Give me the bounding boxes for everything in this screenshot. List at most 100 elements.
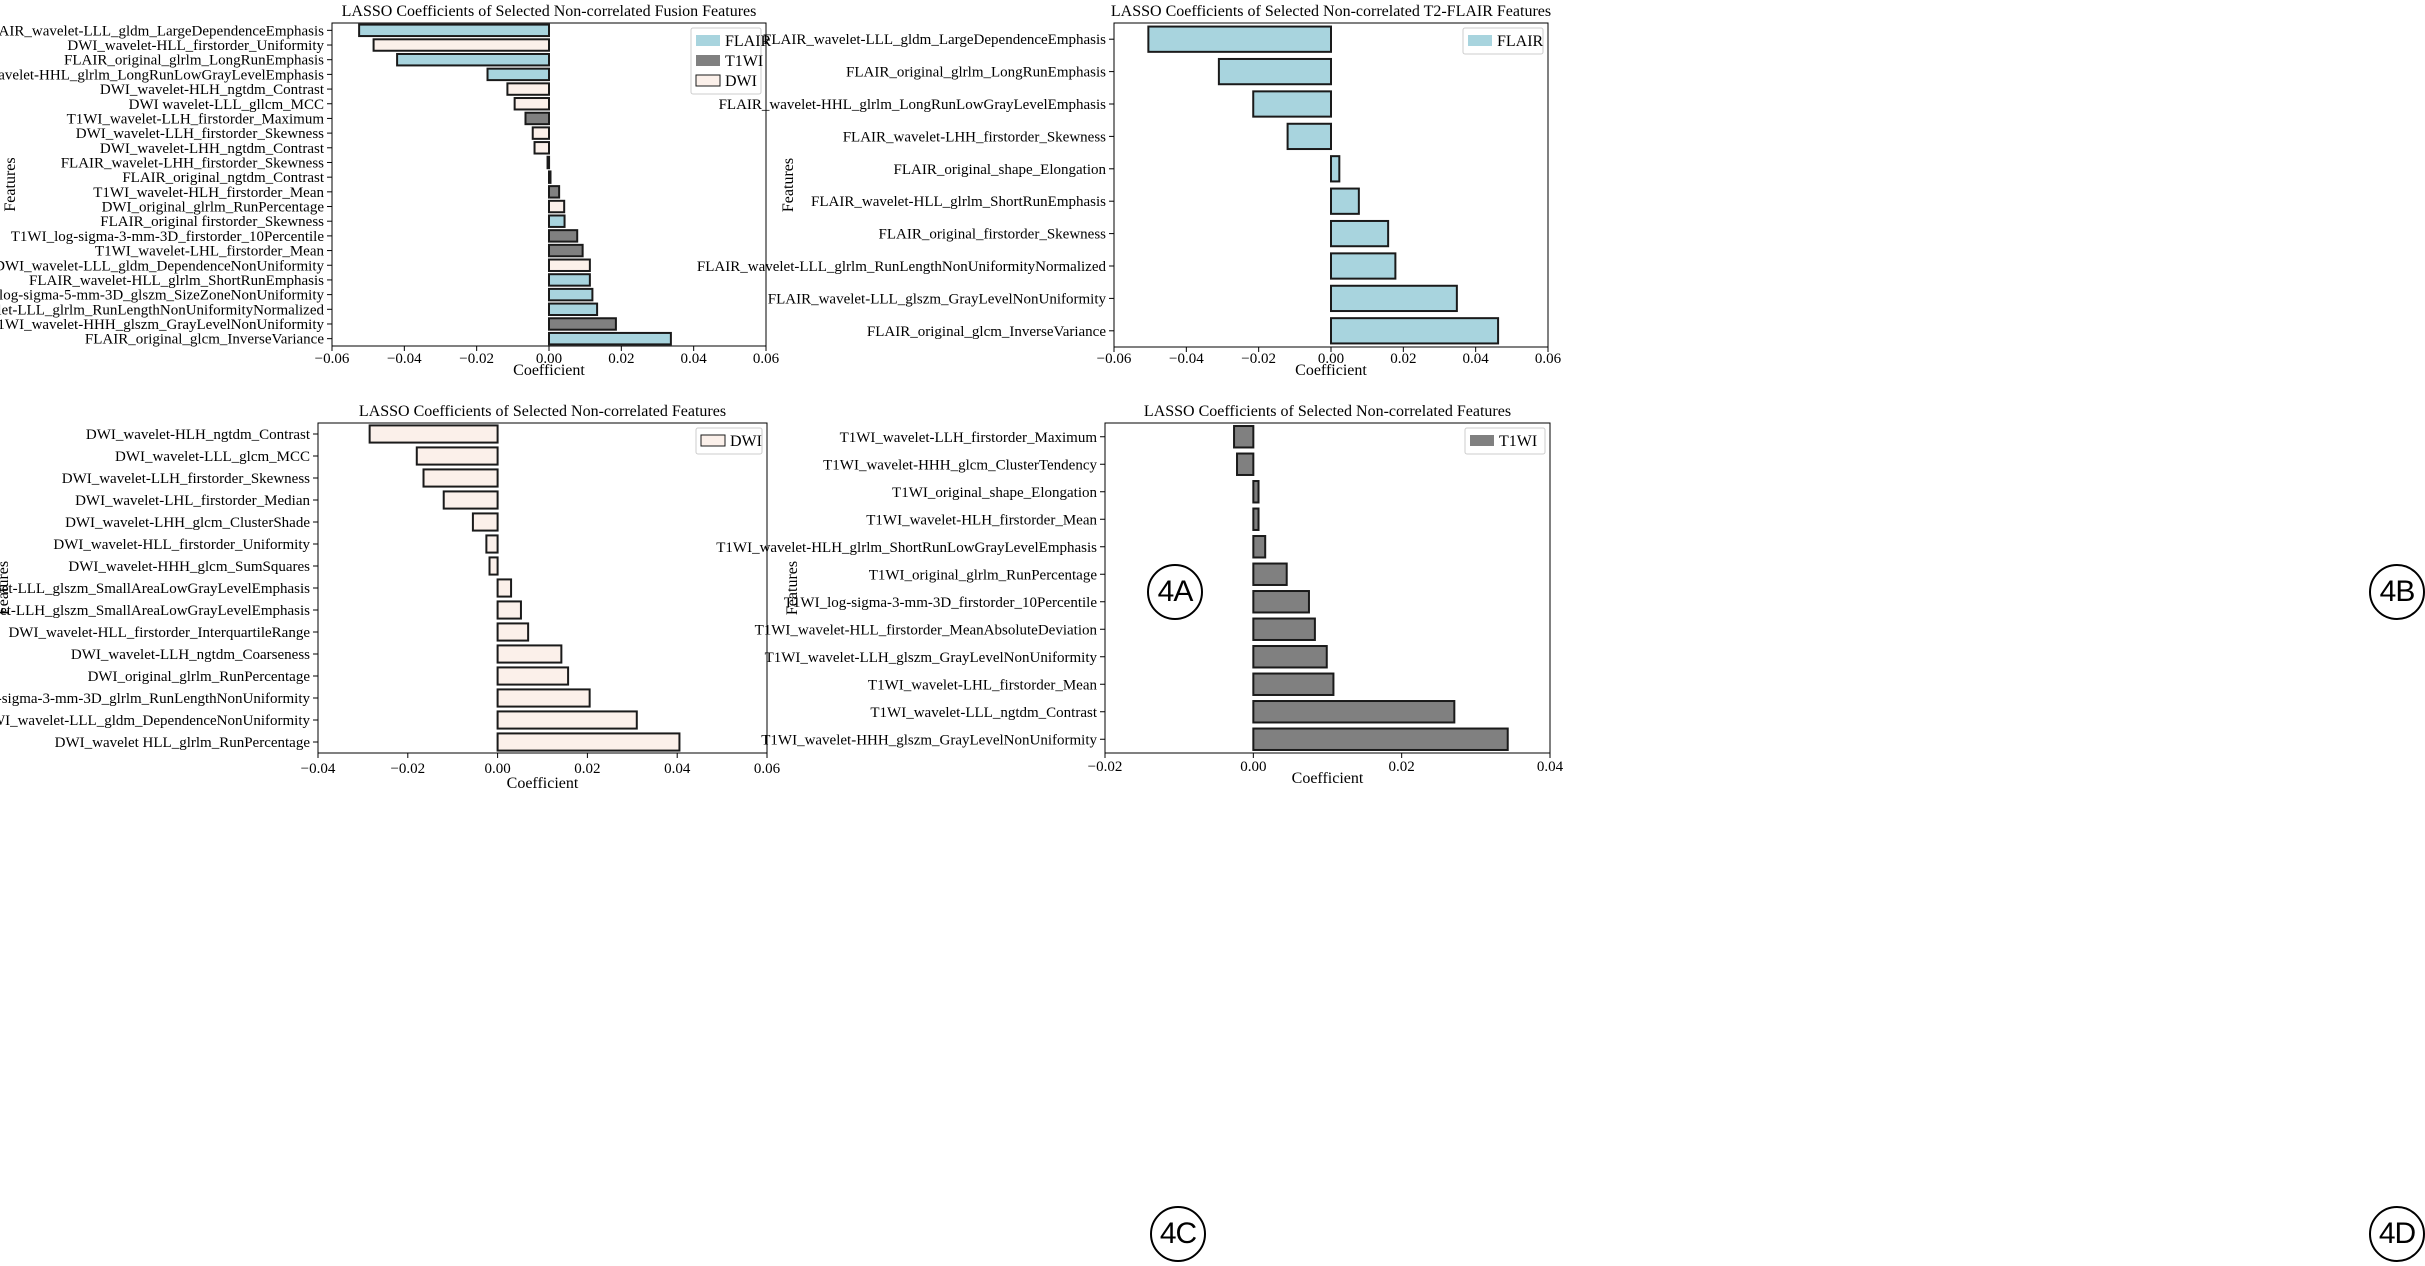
- chart-content: LASSO Coefficients of Selected Non-corre…: [0, 403, 781, 792]
- x-tick-label: −0.04: [301, 761, 336, 777]
- y-tick-label: FLAIR_wavelet-LLL_glrlm_RunLengthNonUnif…: [0, 302, 324, 318]
- y-tick-label: DWI_wavelet-LHH_glcm_ClusterShade: [65, 515, 310, 531]
- bar-t1wi-wavelet-hhh-glcm-clustertendency: [1236, 452, 1255, 476]
- bar-dwi-original-glrlm-runpercentage: [548, 199, 566, 214]
- y-tick-label: FLAIR_wavelet-HLL_glrlm_ShortRunEmphasis: [29, 273, 324, 289]
- y-tick-label: T1WI_log-sigma-3-mm-3D_firstorder_10Perc…: [784, 595, 1098, 611]
- y-tick-label: DWI_wavelet-LLH_firstorder_Skewness: [76, 126, 324, 142]
- y-tick-label: DWI_wavelet-LLL_glcm_MCC: [115, 449, 310, 465]
- bar-flair-log-sigma-5-mm-3d-glszm-sizezonenonuniformity: [548, 287, 594, 302]
- bar-flair-wavelet-lhh-firstorder-skewness: [1286, 122, 1332, 151]
- y-tick-label: FLAIR_original firstorder_Skewness: [100, 214, 324, 230]
- x-tick-label: 0.00: [1240, 759, 1266, 775]
- bar-dwi-wavelet-hll-glrlm-runpercentage: [496, 732, 681, 752]
- y-tick-label: FLAIR_wavelet-LLL_gldm_LargeDependenceEm…: [0, 23, 324, 39]
- bar-t1wi-wavelet-hhh-glszm-graylevelnonuniformity: [1252, 727, 1509, 751]
- bar-dwi-wavelet-llh-firstorder-skewness: [422, 468, 499, 488]
- y-tick-label: FLAIR_wavelet-LLL_glszm_GrayLevelNonUnif…: [768, 291, 1107, 307]
- y-tick-label: T1WI_wavelet-HLH_firstorder_Mean: [866, 512, 1097, 528]
- y-axis-label: Features: [0, 561, 12, 615]
- bar-dwi-wavelet-lll-glcm-mcc: [415, 446, 499, 466]
- y-tick-label: T1WI_wavelet-HHH_glszm_GrayLevelNonUnifo…: [761, 732, 1097, 748]
- bar-dwi-wavelet-lll-gldm-dependencenonuniformity: [548, 258, 591, 272]
- y-tick-label: T1WI_wavelet-HLH_glrlm_ShortRunLowGrayLe…: [716, 540, 1097, 556]
- y-tick-label: FLAIR_wavelet-LHH_firstorder_Skewness: [61, 155, 324, 171]
- chart-title: LASSO Coefficients of Selected Non-corre…: [342, 3, 757, 20]
- y-tick-label: DWI_wavelet-HLL_firstorder_Uniformity: [53, 537, 310, 553]
- legend-label-flair: FLAIR: [1497, 33, 1544, 50]
- x-tick-label: 0.02: [574, 761, 600, 777]
- bar-t1wi-wavelet-llh-glszm-graylevelnonuniformity: [1252, 645, 1328, 669]
- bar-dwi-wavelet-lhh-ngtdm-contrast: [533, 141, 550, 155]
- bar-flair-wavelet-lll-gldm-largedependenceemphasis: [358, 23, 550, 38]
- bar-dwi-wavelet-llh-ngtdm-coarseness: [496, 644, 563, 664]
- x-tick-label: −0.04: [387, 351, 422, 367]
- y-tick-label: FLAIR_original_glrlm_LongRunEmphasis: [64, 53, 324, 69]
- bar-t1wi-original-shape-elongation: [1252, 480, 1260, 504]
- bar-t1wi-wavelet-llh-firstorder-maximum: [524, 111, 550, 126]
- legend: FLAIR: [1462, 27, 1544, 55]
- bar-t1wi-wavelet-lhl-firstorder-mean: [1252, 672, 1335, 696]
- bar-flair-wavelet-hhl-glrlm-longrunlowgraylevelemphasis: [1252, 90, 1332, 118]
- bar-dwi-wavelet-llh-firstorder-skewness: [531, 126, 550, 140]
- y-tick-label: FLAIR_original_glrlm_LongRunEmphasis: [846, 65, 1106, 81]
- x-tick-label: −0.06: [315, 351, 350, 367]
- x-tick-label: −0.02: [1088, 759, 1123, 775]
- legend-label-t1wi: T1WI: [1499, 433, 1537, 450]
- legend-label-t1wi: T1WI: [725, 53, 763, 70]
- bar-flair-wavelet-hhl-glrlm-longrunlowgraylevelemphasis: [486, 67, 550, 82]
- bar-dwi-wavelet-lll-glszm-smallarealowgraylevelemphasis: [496, 578, 513, 598]
- y-tick-label: FLAIR_wavelet-LHH_firstorder_Skewness: [843, 129, 1106, 145]
- y-tick-label: DWI_wavelet-HLH_ngtdm_Contrast: [86, 427, 311, 443]
- y-tick-label: T1WI_wavelet-LHL_firstorder_Mean: [95, 244, 325, 260]
- x-tick-label: −0.06: [1097, 351, 1132, 367]
- bar-dwi-wavelet-hlh-ngtdm-contrast: [368, 424, 499, 444]
- y-tick-label: DWI_wavelet-LLH_ngtdm_Coarseness: [71, 647, 310, 663]
- x-tick-label: 0.06: [1535, 351, 1562, 367]
- y-tick-label: T1WI_original_shape_Elongation: [892, 485, 1097, 501]
- y-tick-label: T1WI_wavelet-LLH_glszm_GrayLevelNonUnifo…: [765, 650, 1098, 666]
- bar-flair-original-glcm-inversevariance: [1330, 317, 1500, 345]
- y-tick-label: FLAIR_original_ngtdm_Contrast: [122, 170, 324, 186]
- bar-flair-original-firstorder-skewness: [548, 214, 566, 228]
- bar-t1wi-wavelet-lll-ngtdm-contrast: [1252, 700, 1456, 724]
- bar-t1wi-wavelet-hlh-firstorder-mean: [1252, 507, 1260, 531]
- legend-label-flair: FLAIR: [725, 33, 772, 50]
- x-tick-label: 0.06: [754, 761, 781, 777]
- legend-box: [1462, 27, 1544, 55]
- y-tick-label: FLAIR_original_shape_Elongation: [894, 162, 1107, 178]
- t1wi-features-chart: LASSO Coefficients of Selected Non-corre…: [716, 403, 1563, 787]
- y-tick-label: FLAIR_wavelet-LLL_glrlm_RunLengthNonUnif…: [697, 259, 1107, 275]
- chart-panel-fusion: LASSO Coefficients of Selected Non-corre…: [0, 0, 1210, 620]
- y-tick-label: DWI_wavelet-LHL_firstorder_Median: [75, 493, 310, 509]
- y-tick-label: DWI_wavelet-LLL_gldm_DependenceNonUnifor…: [0, 713, 310, 729]
- bar-flair-wavelet-lll-glszm-graylevelnonuniformity: [1330, 284, 1458, 313]
- bar-t1wi-log-sigma-3-mm-3d-firstorder-10percentile: [548, 229, 579, 243]
- bar-flair-original-glrlm-longrunemphasis: [1217, 57, 1333, 86]
- y-axis-label: Features: [2, 157, 19, 211]
- legend-box: [1464, 427, 1546, 455]
- chart-title: LASSO Coefficients of Selected Non-corre…: [1111, 3, 1551, 20]
- bar-flair-wavelet-lll-glrlm-runlengthnonuniformitynormalized: [548, 302, 599, 317]
- chart-title: LASSO Coefficients of Selected Non-corre…: [359, 403, 726, 420]
- legend-swatch-dwi: [700, 434, 726, 447]
- fusion-features-chart: LASSO Coefficients of Selected Non-corre…: [0, 3, 780, 379]
- legend-swatch-dwi: [695, 74, 721, 87]
- y-tick-label: DWI_log-sigma-3-mm-3D_glrlm_RunLengthNon…: [0, 691, 310, 707]
- legend-swatch-flair: [1468, 35, 1492, 46]
- x-axis-label: Coefficient: [1292, 770, 1364, 787]
- bar-t1wi-wavelet-hlh-firstorder-mean: [548, 185, 561, 199]
- y-axis-label: Features: [784, 561, 801, 615]
- y-tick-label: FLAIR_original_firstorder_Skewness: [879, 227, 1107, 243]
- y-tick-label: DWI_wavelet HLL_glrlm_RunPercentage: [55, 735, 311, 751]
- legend: T1WI: [1464, 427, 1546, 455]
- chart-panel-dwi: LASSO Coefficients of Selected Non-corre…: [0, 403, 1210, 1265]
- x-tick-label: 0.00: [484, 761, 510, 777]
- chart-content: LASSO Coefficients of Selected Non-corre…: [716, 403, 1563, 787]
- bar-flair-original-shape-elongation: [1330, 155, 1341, 183]
- y-tick-label: T1WI_original_glrlm_RunPercentage: [869, 567, 1098, 583]
- bar-flair-wavelet-lll-glrlm-runlengthnonuniformitynormalized: [1330, 252, 1397, 280]
- panel-badge-4d: 4D: [2369, 1206, 2425, 1262]
- x-tick-label: 0.04: [1537, 759, 1564, 775]
- y-tick-label: DWI_wavelet-HLL_firstorder_Interquartile…: [8, 625, 310, 641]
